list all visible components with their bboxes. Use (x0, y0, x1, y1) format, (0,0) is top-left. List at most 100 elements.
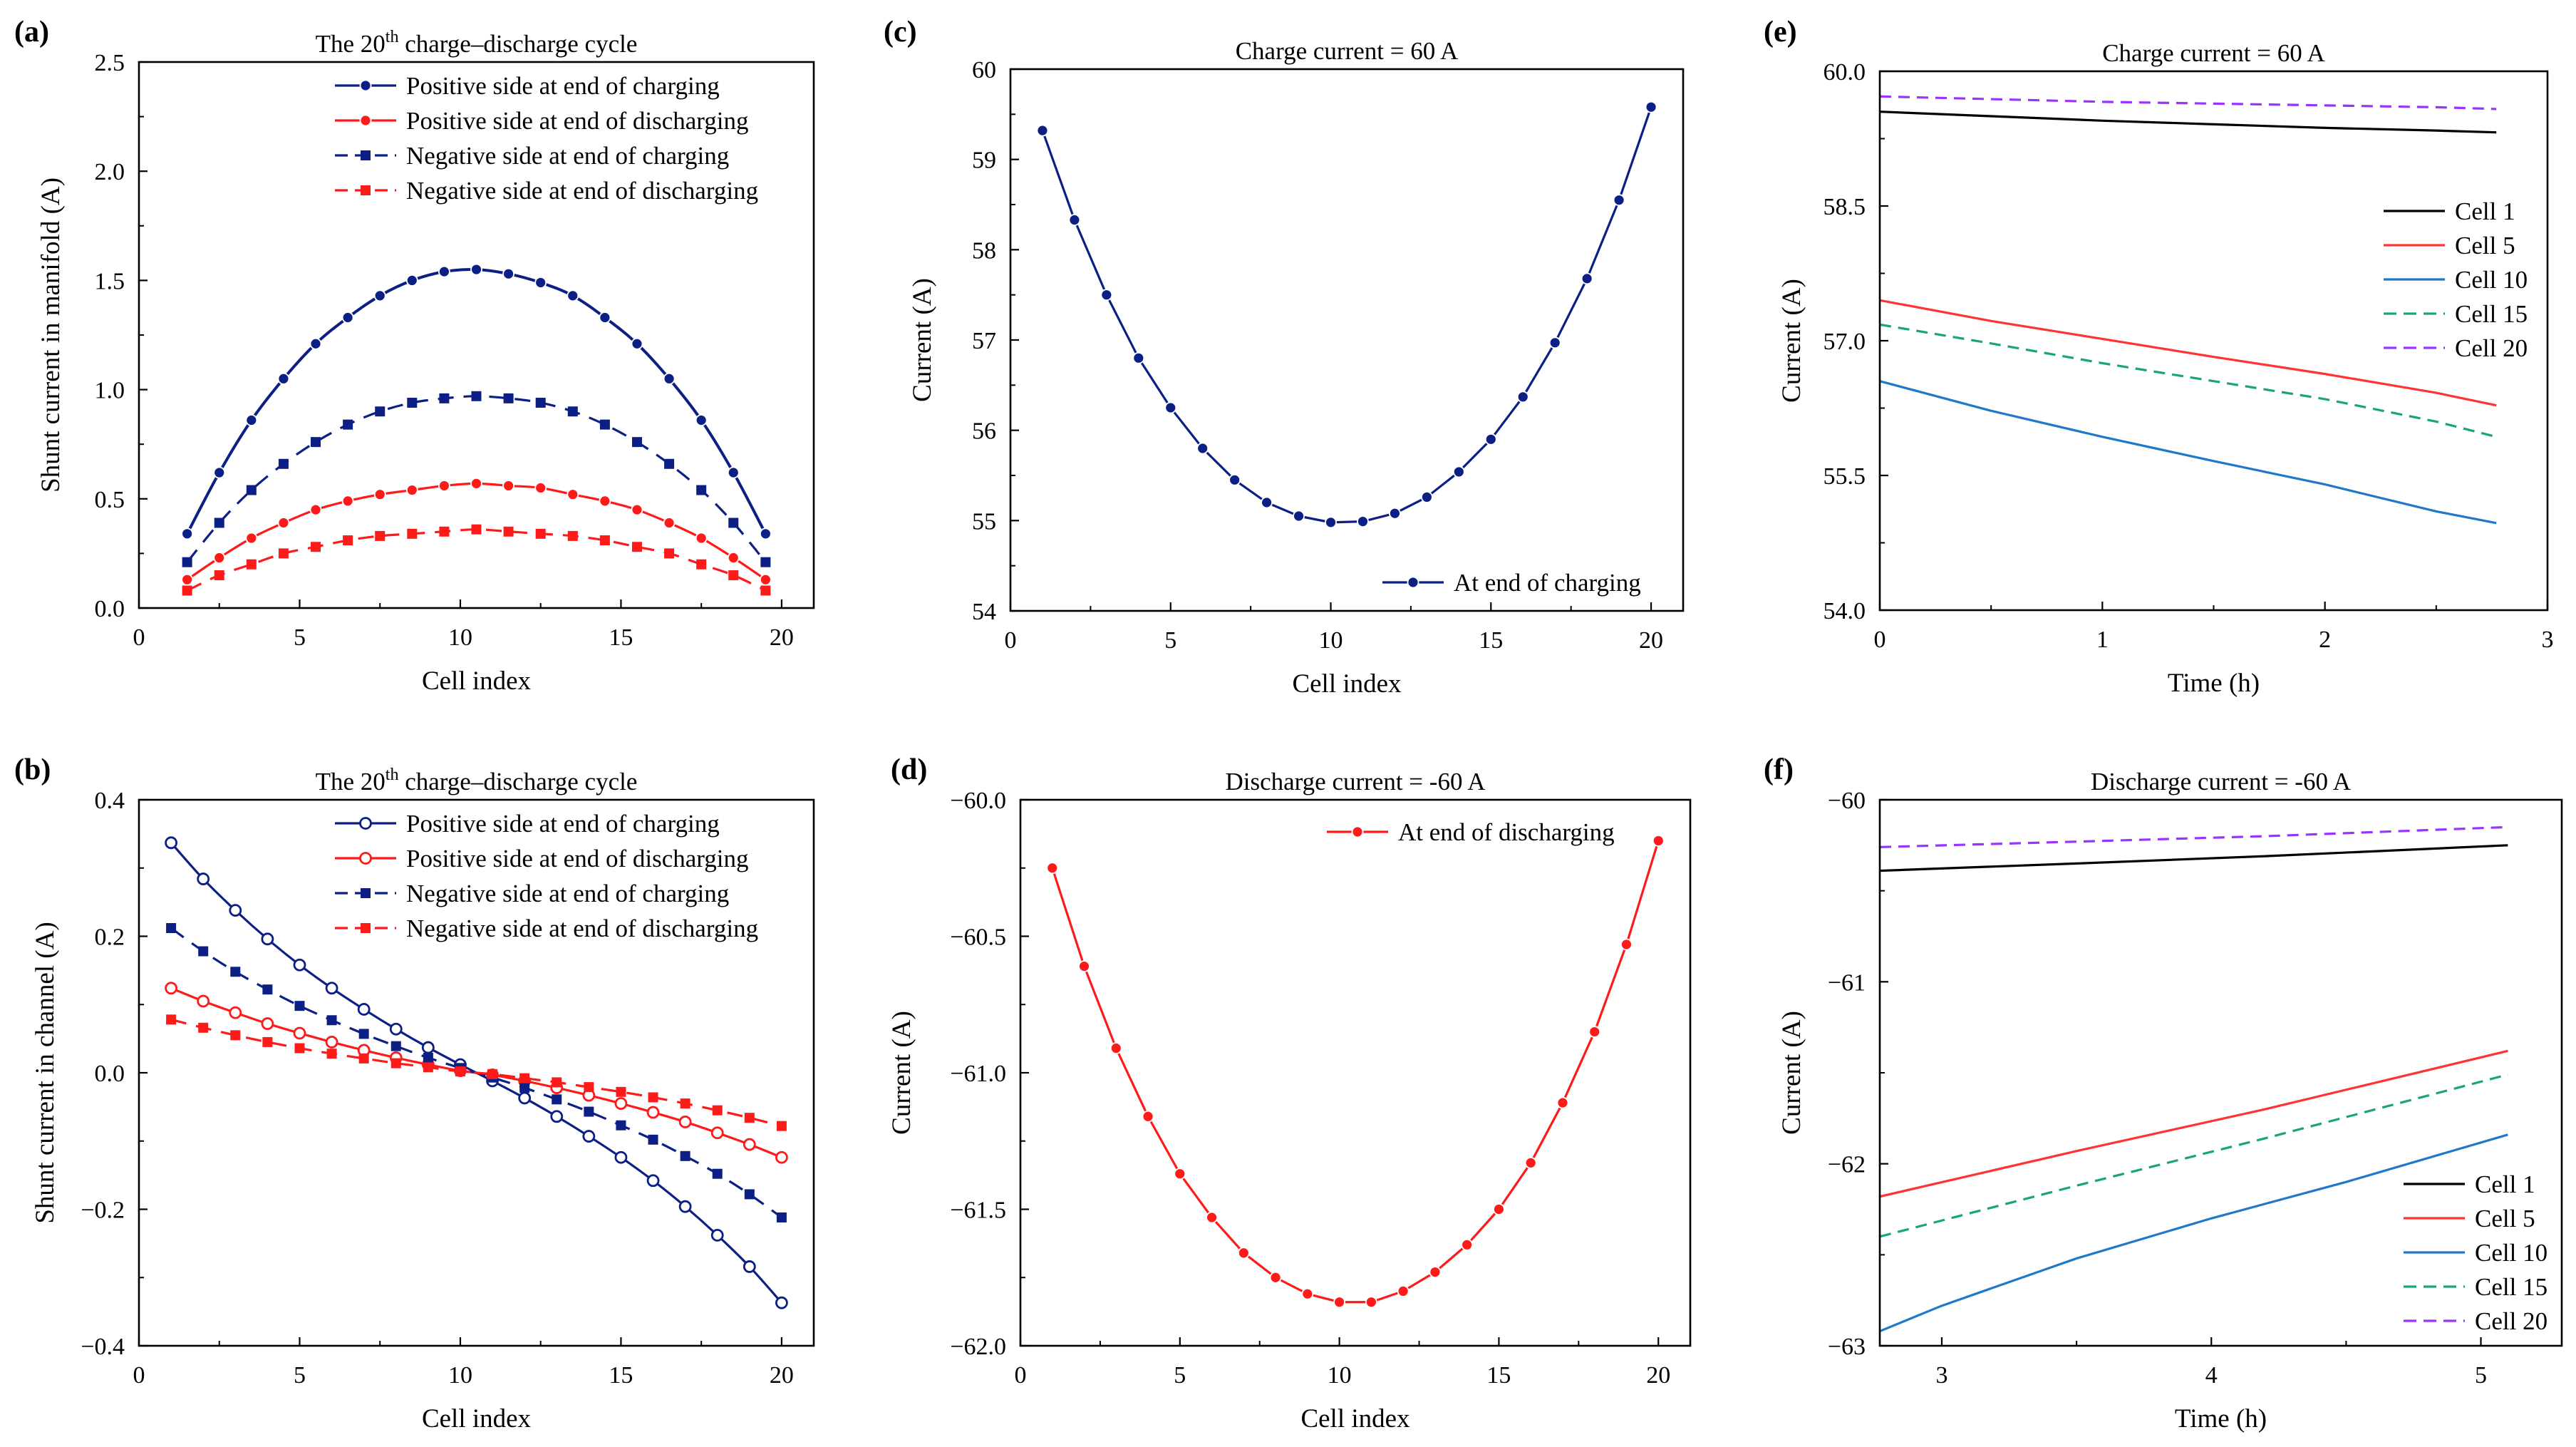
legend-label: Positive side at end of discharging (406, 845, 749, 872)
legend-label: Cell 15 (2475, 1273, 2547, 1301)
data-point (1301, 1287, 1314, 1300)
legend: At end of discharging (1327, 818, 1615, 846)
data-point (519, 1073, 530, 1083)
x-tick-label: 5 (2475, 1362, 2487, 1389)
data-point (1174, 1168, 1186, 1180)
data-point (1261, 496, 1273, 509)
y-tick-label: −60.0 (950, 788, 1006, 814)
data-point (277, 372, 290, 385)
title-main: The 20 (316, 768, 386, 795)
data-point (502, 480, 514, 492)
data-point (390, 1058, 401, 1068)
chart-title: Discharge current = -60 A (1225, 768, 1486, 795)
data-point (663, 372, 676, 385)
data-point (567, 488, 579, 501)
data-point (245, 532, 258, 545)
data-point (341, 311, 354, 324)
data-point (198, 946, 209, 957)
data-point (197, 994, 210, 1008)
data-point (230, 967, 241, 977)
data-point (325, 982, 338, 995)
legend-label: Cell 5 (2475, 1205, 2535, 1232)
data-point (1228, 473, 1241, 486)
legend-label: Negative side at end of discharging (406, 177, 758, 205)
y-tick-label: −62.0 (950, 1334, 1006, 1360)
series-4 (182, 524, 771, 596)
data-point (664, 548, 675, 559)
panel-b: (b) The 20th charge–discharge cycle Cell i… (14, 753, 815, 1433)
x-tick-label: 20 (770, 1362, 794, 1389)
data-point (759, 527, 772, 540)
series-1 (1046, 835, 1665, 1309)
data-point (535, 397, 546, 408)
data-point (262, 984, 273, 995)
data-point (438, 480, 450, 492)
y-tick-label: 58.5 (1824, 194, 1866, 220)
data-point (1484, 433, 1497, 446)
data-point (552, 1077, 562, 1088)
data-point (567, 406, 578, 417)
panel-e: (e) Charge current = 60 A Time (h) Current … (1764, 16, 2554, 698)
y-tick-label: −0.2 (81, 1198, 125, 1224)
x-tick-label: 5 (1174, 1362, 1186, 1389)
data-point (407, 528, 418, 539)
data-point (567, 289, 579, 302)
data-point (503, 526, 514, 537)
data-point (567, 530, 578, 541)
data-point (471, 524, 482, 535)
x-tick-label: 0 (1005, 627, 1017, 654)
series-line (1880, 1049, 2508, 1198)
y-tick-label: 55 (972, 508, 996, 535)
y-axis-label: Shunt current in manifold (A) (36, 177, 66, 493)
legend: Cell 1 Cell 5 Cell 10 Cell 15 Cell 20 (2384, 197, 2528, 362)
series-line (1051, 840, 1660, 1304)
series-3 (182, 391, 771, 567)
data-point (439, 393, 450, 403)
panel-label: (c) (884, 16, 917, 48)
data-point (599, 535, 610, 546)
y-tick-label: 0.5 (95, 487, 125, 513)
data-point (373, 289, 386, 302)
data-point (599, 495, 611, 508)
data-point (616, 1120, 626, 1131)
y-tick-label: −60 (1828, 788, 1866, 814)
data-point (663, 517, 676, 529)
data-point (357, 1003, 371, 1016)
series-line (1880, 323, 2497, 438)
data-point (182, 585, 192, 596)
data-point (1652, 835, 1665, 847)
x-tick-label: 15 (1486, 1362, 1511, 1389)
data-point (535, 528, 546, 539)
series-1 (1880, 844, 2508, 872)
data-point (230, 1030, 241, 1041)
y-tick-label: 54.0 (1824, 598, 1866, 624)
data-point (1389, 507, 1401, 520)
data-point (728, 517, 739, 528)
x-axis-label: Time (h) (2175, 1404, 2267, 1433)
legend-label: Cell 1 (2455, 197, 2515, 225)
x-tick-label: 10 (448, 624, 472, 651)
series-line (1880, 299, 2497, 407)
panel-d: (d) Discharge current = -60 A Cell index Cu… (887, 753, 1692, 1433)
data-point (776, 1121, 787, 1131)
data-point (744, 1189, 755, 1200)
legend-marker (1351, 825, 1364, 838)
data-point (293, 1026, 306, 1040)
data-point (1068, 214, 1081, 226)
panel-label: (d) (891, 753, 927, 786)
data-point (487, 1068, 498, 1079)
data-point (1365, 1296, 1377, 1309)
y-axis-label: Current (A) (887, 1011, 916, 1135)
legend-label: Negative side at end of charging (406, 142, 729, 170)
data-point (1516, 391, 1529, 403)
data-point (1556, 1096, 1569, 1109)
legend-label: Cell 1 (2475, 1170, 2535, 1198)
legend-label: At end of charging (1454, 569, 1641, 597)
legend-marker (361, 923, 371, 933)
data-point (439, 526, 450, 537)
legend-marker (359, 114, 372, 127)
data-point (213, 552, 226, 564)
data-point (1548, 336, 1561, 349)
y-axis-label: Shunt current in channel (A) (31, 922, 60, 1223)
